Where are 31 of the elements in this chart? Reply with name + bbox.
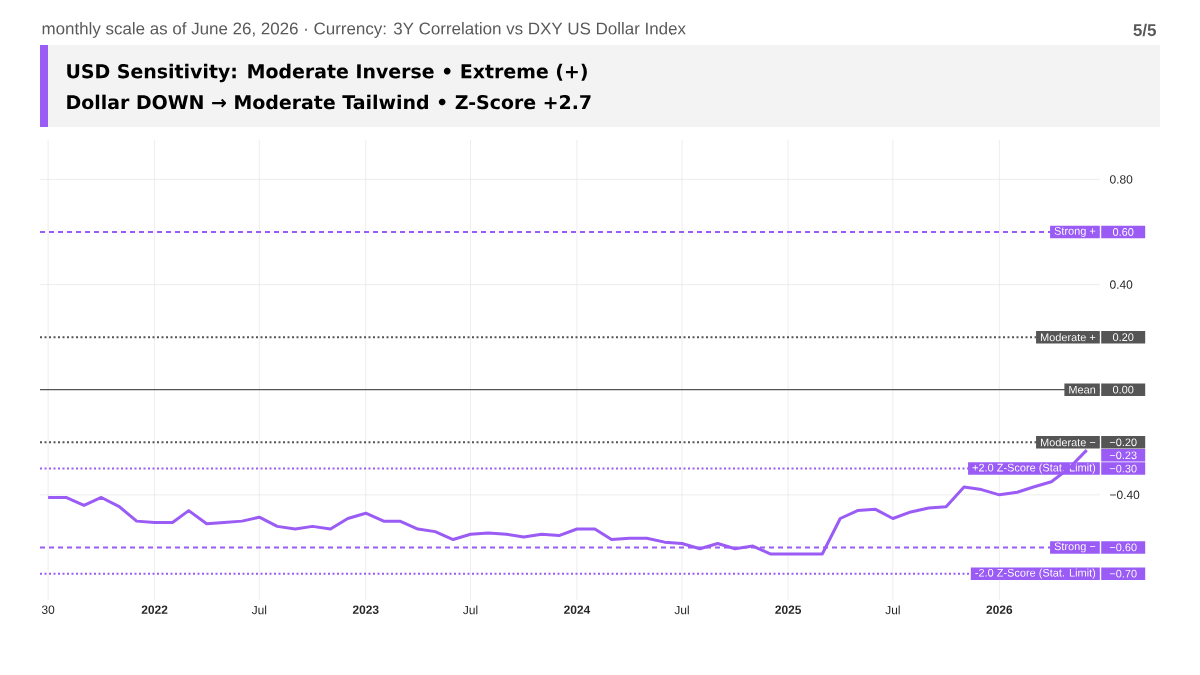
y-tick-label: 0.40 [1109,280,1133,289]
x-tick-label: 30 [41,605,55,614]
x-tick-label: 2022 [141,605,168,614]
x-tick-label: 2025 [775,605,802,614]
text: −0.60 [1109,543,1137,552]
text: Dollar DOWN → Moderate Tailwind • Z-Score +2.7 [67,94,591,110]
chart-subtitle: USD Sensitivity: Moderate Inverse • Extreme (+) [67,63,587,83]
y-tick-label: −0.40 [1110,490,1140,500]
x-tick-label: Jul [463,605,478,615]
x-tick-label: Jul [674,605,689,615]
text: 0.20 [1112,333,1134,342]
x-tick-label: 2026 [986,605,1013,614]
text: −0.70 [1109,569,1137,578]
text: −0.30 [1109,464,1137,473]
x-tick-label: 2023 [352,605,379,614]
ref-line-label: -2.0 Z-Score (Stat. Limit) [975,568,1096,579]
x-tick-label: 2024 [564,605,591,614]
ref-line-label: Moderate + [1040,333,1096,342]
text: 0.00 [1112,385,1134,394]
ref-line-label: Mean [1069,385,1096,394]
chart-title: monthly scale as of June 26, 2026 · Currency: 3Y Correlation vs DXY US Dollar Index [42,22,686,38]
x-tick-label: Jul [885,605,900,615]
ref-line-label: Strong + [1054,227,1096,237]
text: −0.20 [1109,438,1137,447]
text: 5/5 [1133,23,1157,37]
ref-line-label: Moderate − [1040,438,1096,447]
ref-line-label: Strong − [1054,542,1096,553]
y-tick-label: 0.80 [1109,175,1133,184]
text: 0.60 [1112,228,1134,236]
annotation: −0.23 [1109,451,1137,460]
x-tick-label: Jul [251,605,267,615]
